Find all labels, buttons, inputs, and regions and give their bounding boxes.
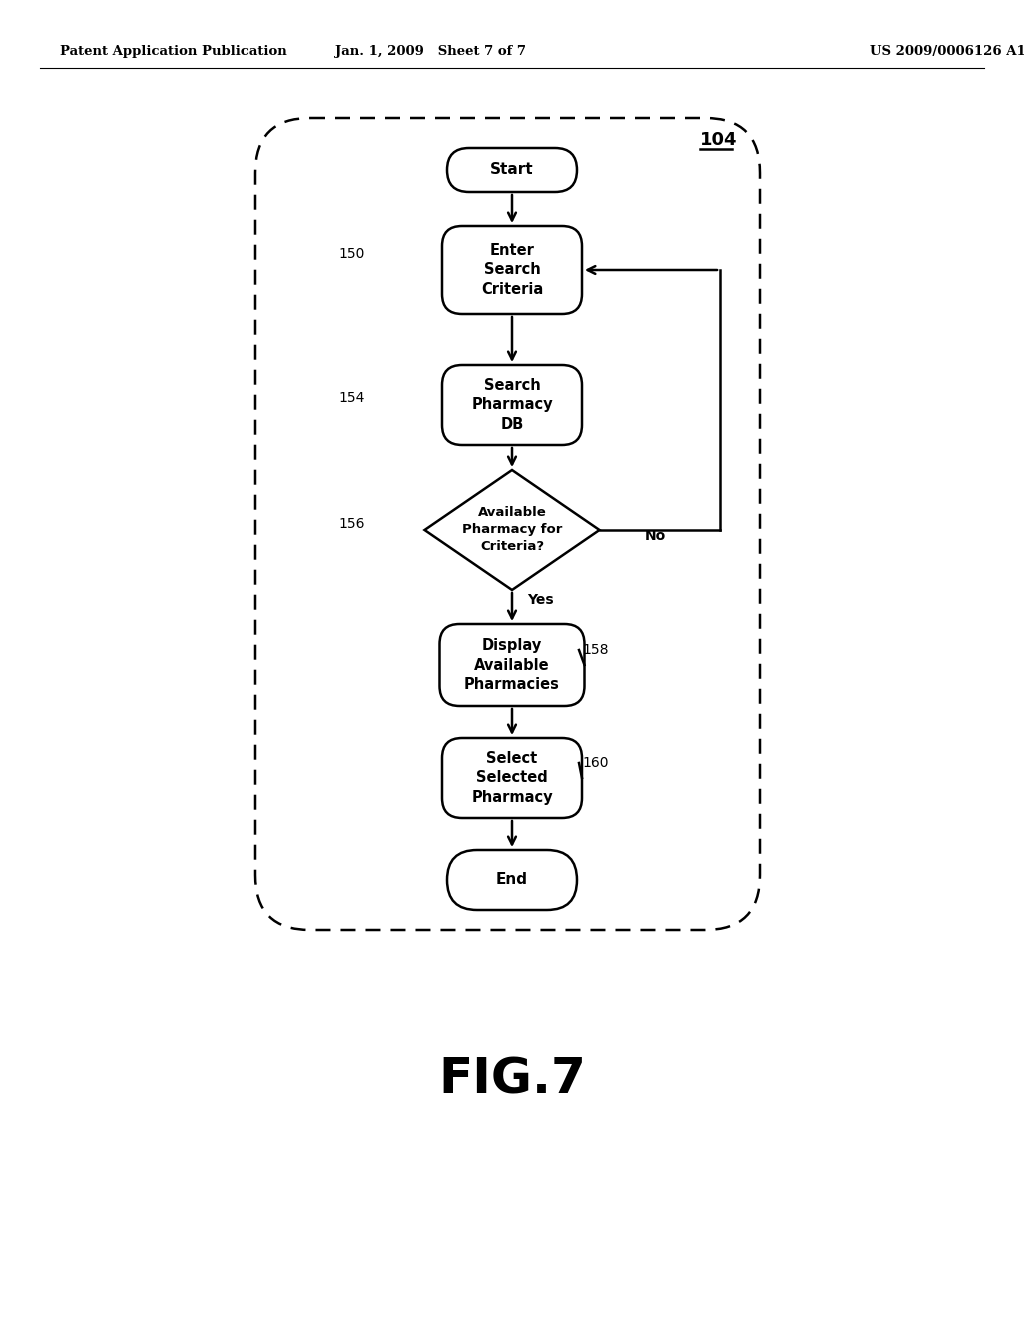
FancyBboxPatch shape: [439, 624, 585, 706]
Text: 160: 160: [582, 756, 608, 770]
Text: 156: 156: [339, 517, 365, 531]
Text: 104: 104: [700, 131, 737, 149]
Text: No: No: [645, 529, 667, 543]
Text: Yes: Yes: [527, 593, 554, 607]
Text: Enter
Search
Criteria: Enter Search Criteria: [481, 243, 543, 297]
Polygon shape: [425, 470, 599, 590]
Text: Start: Start: [490, 162, 534, 177]
Text: 154: 154: [339, 391, 365, 405]
Text: Select
Selected
Pharmacy: Select Selected Pharmacy: [471, 751, 553, 805]
Text: 158: 158: [582, 643, 608, 657]
Text: US 2009/0006126 A1: US 2009/0006126 A1: [870, 45, 1024, 58]
Text: Display
Available
Pharmacies: Display Available Pharmacies: [464, 638, 560, 692]
FancyBboxPatch shape: [255, 117, 760, 931]
Text: 150: 150: [339, 247, 365, 261]
Text: Jan. 1, 2009   Sheet 7 of 7: Jan. 1, 2009 Sheet 7 of 7: [335, 45, 525, 58]
FancyBboxPatch shape: [442, 226, 582, 314]
Text: End: End: [496, 873, 528, 887]
Text: Patent Application Publication: Patent Application Publication: [60, 45, 287, 58]
Text: Search
Pharmacy
DB: Search Pharmacy DB: [471, 378, 553, 433]
FancyBboxPatch shape: [447, 148, 577, 191]
FancyBboxPatch shape: [442, 738, 582, 818]
FancyBboxPatch shape: [442, 366, 582, 445]
Text: Available
Pharmacy for
Criteria?: Available Pharmacy for Criteria?: [462, 507, 562, 553]
Text: FIG.7: FIG.7: [438, 1056, 586, 1104]
FancyBboxPatch shape: [447, 850, 577, 909]
